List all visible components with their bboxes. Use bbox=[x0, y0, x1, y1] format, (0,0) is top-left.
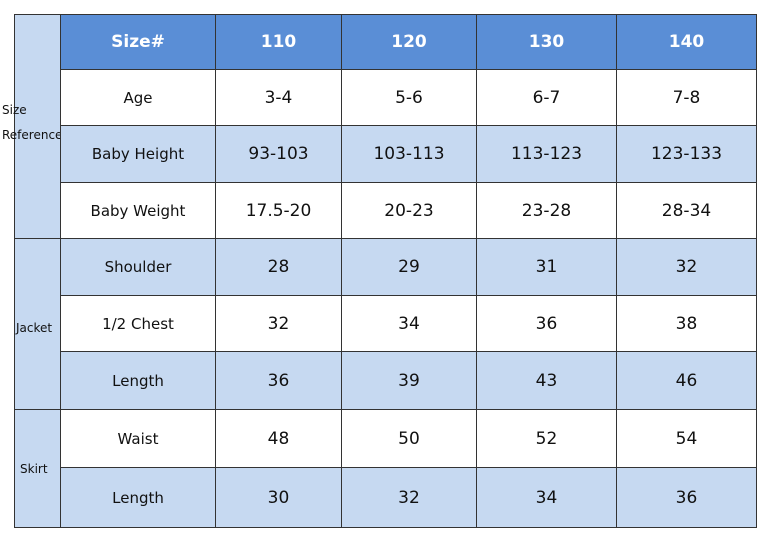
group-label: Skirt bbox=[20, 462, 48, 476]
row-label: Length bbox=[60, 351, 216, 410]
value-cell: 28 bbox=[215, 238, 342, 296]
value-cell: 113-123 bbox=[476, 125, 617, 183]
value-cell: 36 bbox=[616, 467, 757, 528]
value-cell: 103-113 bbox=[341, 125, 477, 183]
value-cell: 7-8 bbox=[616, 69, 757, 126]
row-label: Baby Height bbox=[60, 125, 216, 183]
value-cell: 39 bbox=[341, 351, 477, 410]
value-cell: 123-133 bbox=[616, 125, 757, 183]
header-cell: Size# bbox=[60, 14, 216, 70]
row-label: 1/2 Chest bbox=[60, 295, 216, 352]
value-cell: 54 bbox=[616, 409, 757, 468]
row-label: Waist bbox=[60, 409, 216, 468]
value-cell: 30 bbox=[215, 467, 342, 528]
value-cell: 32 bbox=[215, 295, 342, 352]
value-cell: 34 bbox=[341, 295, 477, 352]
header-cell: 130 bbox=[476, 14, 617, 70]
value-cell: 23-28 bbox=[476, 182, 617, 239]
value-cell: 52 bbox=[476, 409, 617, 468]
row-label: Shoulder bbox=[60, 238, 216, 296]
value-cell: 34 bbox=[476, 467, 617, 528]
value-cell: 36 bbox=[476, 295, 617, 352]
value-cell: 5-6 bbox=[341, 69, 477, 126]
group-label: Jacket bbox=[16, 321, 53, 335]
value-cell: 32 bbox=[341, 467, 477, 528]
header-cell: 120 bbox=[341, 14, 477, 70]
value-cell: 32 bbox=[616, 238, 757, 296]
value-cell: 20-23 bbox=[341, 182, 477, 239]
row-label: Age bbox=[60, 69, 216, 126]
row-label: Length bbox=[60, 467, 216, 528]
value-cell: 50 bbox=[341, 409, 477, 468]
value-cell: 28-34 bbox=[616, 182, 757, 239]
value-cell: 38 bbox=[616, 295, 757, 352]
header-cell: 140 bbox=[616, 14, 757, 70]
value-cell: 48 bbox=[215, 409, 342, 468]
value-cell: 6-7 bbox=[476, 69, 617, 126]
header-cell: 110 bbox=[215, 14, 342, 70]
group-label: Size Reference bbox=[2, 103, 63, 142]
value-cell: 29 bbox=[341, 238, 477, 296]
value-cell: 43 bbox=[476, 351, 617, 410]
value-cell: 93-103 bbox=[215, 125, 342, 183]
value-cell: 36 bbox=[215, 351, 342, 410]
value-cell: 31 bbox=[476, 238, 617, 296]
row-label: Baby Weight bbox=[60, 182, 216, 239]
value-cell: 3-4 bbox=[215, 69, 342, 126]
value-cell: 17.5-20 bbox=[215, 182, 342, 239]
value-cell: 46 bbox=[616, 351, 757, 410]
